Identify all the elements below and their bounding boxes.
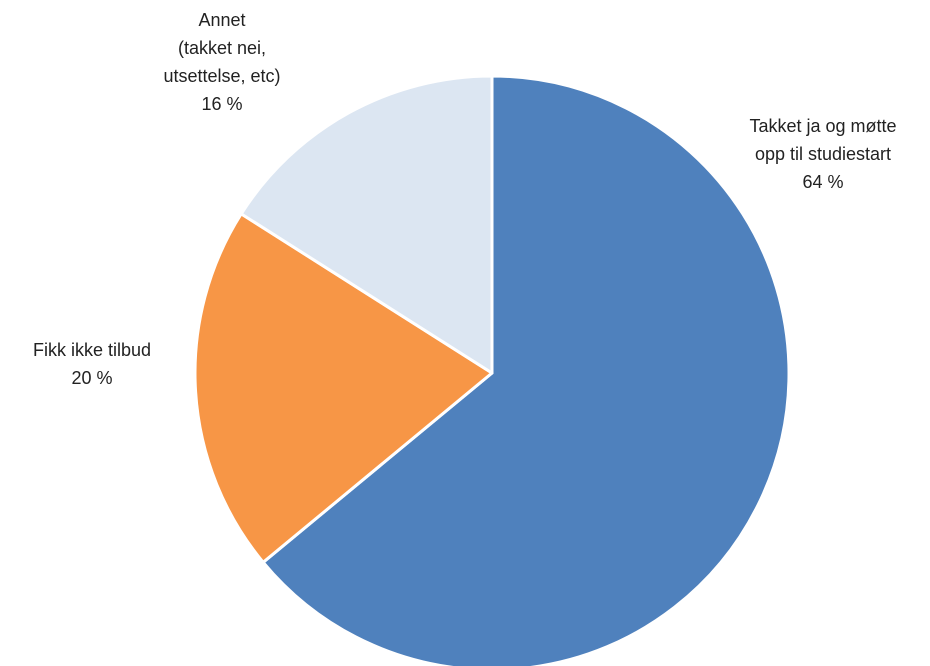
- slice-label: Takket ja og møtte opp til studiestart 64…: [749, 112, 896, 196]
- pie-slice: [239, 74, 494, 375]
- category-label: Fikk ikke tilbud: [32, 340, 152, 360]
- category-label: Annet (takket nei, utsettelse, etc): [163, 10, 281, 86]
- slice-label: Annet (takket nei, utsettelse, etc) 16 %: [163, 6, 280, 118]
- pie-slice: [261, 74, 791, 666]
- slice-label: Fikk ikke tilbud 20 %: [33, 336, 151, 392]
- category-label: Takket ja og møtte opp til studiestart: [749, 116, 897, 164]
- pie-slice: [193, 212, 494, 564]
- value-label: 64 %: [802, 172, 844, 192]
- value-label: 16 %: [201, 94, 243, 114]
- value-label: 20 %: [71, 368, 113, 388]
